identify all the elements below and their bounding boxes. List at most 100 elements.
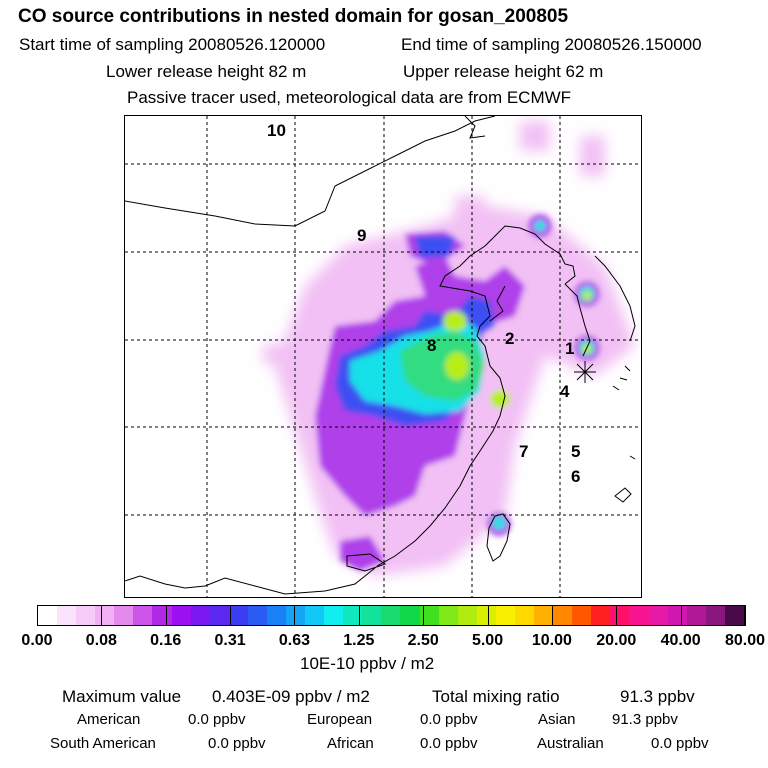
colorbar-swatch	[705, 606, 725, 625]
colorbar-swatch	[495, 606, 515, 625]
african-label: African	[327, 735, 374, 752]
colorbar-swatch	[76, 606, 96, 625]
colorbar-tick-label: 5.00	[471, 632, 504, 649]
colorbar-swatch	[343, 606, 363, 625]
receptor-marker	[574, 361, 596, 383]
colorbar-tick-mark	[101, 605, 103, 626]
end-time: End time of sampling 20080526.150000	[401, 35, 702, 54]
colorbar-swatch	[95, 606, 115, 625]
colorbar-swatch	[324, 606, 344, 625]
european-label: European	[307, 711, 373, 728]
colorbar-units: 10E-10 ppbv / m2	[300, 654, 435, 673]
colorbar-tick-label: 0.31	[214, 632, 246, 649]
colorbar-tick-mark	[616, 605, 618, 626]
colorbar-swatch	[400, 606, 420, 625]
colorbar-swatch	[686, 606, 706, 625]
colorbar-swatch	[514, 606, 535, 625]
colorbar-swatch	[438, 606, 458, 625]
colorbar-swatch	[152, 606, 172, 625]
colorbar-tick-label: 0.00	[21, 632, 53, 649]
colorbar-swatch	[724, 606, 744, 625]
colorbar-swatch	[534, 606, 554, 625]
south-american-label: South American	[50, 735, 156, 752]
colorbar-tick-label: 20.00	[596, 632, 637, 649]
total-mixing-value: 91.3 ppbv	[620, 687, 695, 706]
max-value: 0.403E-09 ppbv / m2	[212, 687, 370, 706]
colorbar-swatch	[247, 606, 267, 625]
colorbar-swatch	[648, 606, 668, 625]
region-label-10: 10	[267, 121, 286, 140]
colorbar-swatch	[266, 606, 287, 625]
colorbar-swatch	[553, 606, 573, 625]
region-label-7: 7	[519, 442, 529, 461]
colorbar-swatch	[57, 606, 77, 625]
colorbar-swatch	[476, 606, 496, 625]
colorbar-tick-label: 2.50	[407, 632, 439, 649]
colorbar-swatch	[38, 606, 58, 625]
colorbar-tick-label: 1.25	[343, 632, 375, 649]
colorbar	[37, 605, 745, 626]
australian-label: Australian	[537, 735, 604, 752]
max-value-label: Maximum value	[62, 687, 182, 706]
tracer-note: Passive tracer used, meteorological data…	[127, 88, 572, 107]
european-value: 0.0 ppbv	[420, 711, 478, 728]
american-value: 0.0 ppbv	[188, 711, 246, 728]
colorbar-swatch	[381, 606, 401, 625]
colorbar-swatch	[305, 606, 325, 625]
colorbar-tick-mark	[551, 605, 553, 626]
region-label-1: 1	[565, 339, 575, 358]
colorbar-swatch	[457, 606, 477, 625]
colorbar-tick-mark	[487, 605, 489, 626]
lower-release-height: Lower release height 82 m	[106, 62, 307, 81]
colorbar-swatch	[286, 606, 306, 625]
asian-value: 91.3 ppbv	[612, 711, 678, 728]
map-canvas	[125, 116, 641, 597]
region-label-4: 4	[560, 382, 570, 401]
colorbar-swatch	[114, 606, 134, 625]
colorbar-swatch	[209, 606, 229, 625]
colorbar-swatch	[591, 606, 611, 625]
african-value: 0.0 ppbv	[420, 735, 478, 752]
colorbar-swatch	[667, 606, 687, 625]
colorbar-tick-label: 0.63	[278, 632, 311, 649]
coastlines	[125, 116, 636, 595]
colorbar-tick-label: 0.16	[150, 632, 182, 649]
colorbar-swatch	[171, 606, 191, 625]
colorbar-tick-mark	[423, 605, 425, 626]
colorbar-swatch	[610, 606, 630, 625]
colorbar-swatch	[228, 606, 248, 625]
region-label-2: 2	[505, 329, 515, 348]
concentration-field	[263, 121, 635, 576]
concentration-map: 10 9 8 2 1 4 7 5 6	[124, 115, 642, 598]
plot-title: CO source contributions in nested domain…	[18, 6, 569, 27]
colorbar-tick-mark	[37, 605, 38, 626]
colorbar-tick-mark	[745, 605, 746, 626]
colorbar-tick-label: 10.00	[531, 632, 572, 649]
australian-value: 0.0 ppbv	[651, 735, 709, 752]
colorbar-tick-label: 80.00	[724, 632, 766, 649]
colorbar-swatch	[190, 606, 210, 625]
region-label-9: 9	[357, 226, 367, 245]
region-label-6: 6	[571, 467, 581, 486]
colorbar-tick-mark	[230, 605, 232, 626]
colorbar-tick-mark	[294, 605, 296, 626]
colorbar-swatch	[133, 606, 153, 625]
region-label-5: 5	[571, 442, 581, 461]
colorbar-tick-label: 40.00	[660, 632, 701, 649]
start-time: Start time of sampling 20080526.120000	[19, 35, 326, 54]
colorbar-tick-mark	[358, 605, 360, 626]
region-label-8: 8	[427, 336, 437, 355]
map-grid	[125, 116, 641, 597]
south-american-value: 0.0 ppbv	[208, 735, 266, 752]
colorbar-swatch	[362, 606, 382, 625]
upper-release-height: Upper release height 62 m	[403, 62, 604, 81]
colorbar-swatch	[419, 606, 439, 625]
colorbar-tick-mark	[680, 605, 682, 626]
american-label: American	[77, 711, 141, 728]
colorbar-swatch	[629, 606, 649, 625]
colorbar-swatch	[572, 606, 592, 625]
colorbar-tick-label: 0.08	[85, 632, 117, 649]
asian-label: Asian	[538, 711, 576, 728]
colorbar-tick-mark	[165, 605, 167, 626]
total-mixing-label: Total mixing ratio	[432, 687, 560, 706]
